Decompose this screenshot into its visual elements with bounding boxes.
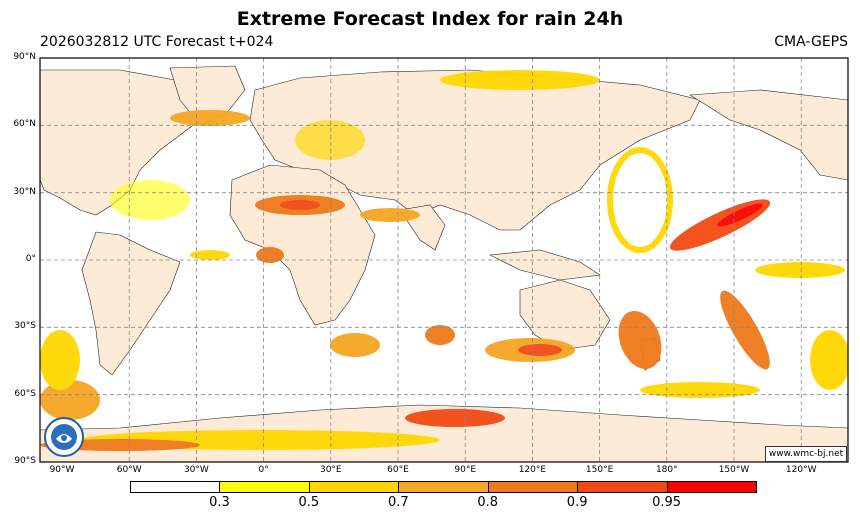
longitude-label: 90°W xyxy=(49,465,75,475)
longitude-label: 120°E xyxy=(518,465,547,475)
longitude-label: 60°W xyxy=(116,465,142,475)
colorbar-segment xyxy=(219,481,310,493)
latitude-label: 90°S xyxy=(14,456,36,466)
longitude-label: 150°E xyxy=(585,465,614,475)
latitude-label: 60°S xyxy=(14,388,36,399)
colorbar-segment xyxy=(577,481,668,493)
colorbar-segment xyxy=(487,481,579,493)
colorbar-segment xyxy=(666,481,757,493)
colorbar-tick-label: 0.7 xyxy=(387,495,409,510)
colorbar-tick-label: 0.9 xyxy=(566,495,588,510)
latitude-label: 30°S xyxy=(14,321,36,332)
longitude-label: 0° xyxy=(258,465,269,475)
land-alaska xyxy=(689,89,848,181)
longitude-label: 30°W xyxy=(183,465,209,475)
colorbar-tick-label: 0.95 xyxy=(652,495,682,510)
efi-field xyxy=(40,70,848,451)
colorbar-tick-label: 0.5 xyxy=(298,495,320,510)
longitude-label: 60°E xyxy=(387,465,409,475)
credit-label: www.wmc-bj.net xyxy=(765,446,847,462)
longitude-label: 150°W xyxy=(718,465,750,475)
colorbar-segment xyxy=(308,481,400,493)
land-australia xyxy=(519,279,611,351)
longitude-label: 120°W xyxy=(785,465,817,475)
model-name: CMA-GEPS xyxy=(774,34,848,50)
land-indonesia xyxy=(488,249,601,281)
map-frame xyxy=(39,57,849,463)
longitude-label: 180° xyxy=(655,465,678,475)
latitude-label: 60°N xyxy=(13,119,36,130)
colorbar-tick-label: 0.8 xyxy=(477,495,499,510)
latitude-label: 0° xyxy=(25,254,36,264)
latitude-label: 30°N xyxy=(13,186,36,197)
land-layer xyxy=(40,65,848,462)
colorbar-segment xyxy=(398,481,489,493)
latitude-label: 90°N xyxy=(13,52,36,62)
graticule xyxy=(40,58,848,462)
colorbar-segment xyxy=(130,481,221,493)
map-title: Extreme Forecast Index for rain 24h xyxy=(236,8,624,30)
longitude-label: 30°E xyxy=(319,465,342,475)
forecast-time: 2026032812 UTC Forecast t+024 xyxy=(40,34,274,50)
cma-logo-icon xyxy=(44,417,84,457)
colorbar-tick-label: 0.3 xyxy=(209,495,230,510)
land-south-america xyxy=(81,231,181,376)
longitude-label: 90°E xyxy=(454,465,477,475)
